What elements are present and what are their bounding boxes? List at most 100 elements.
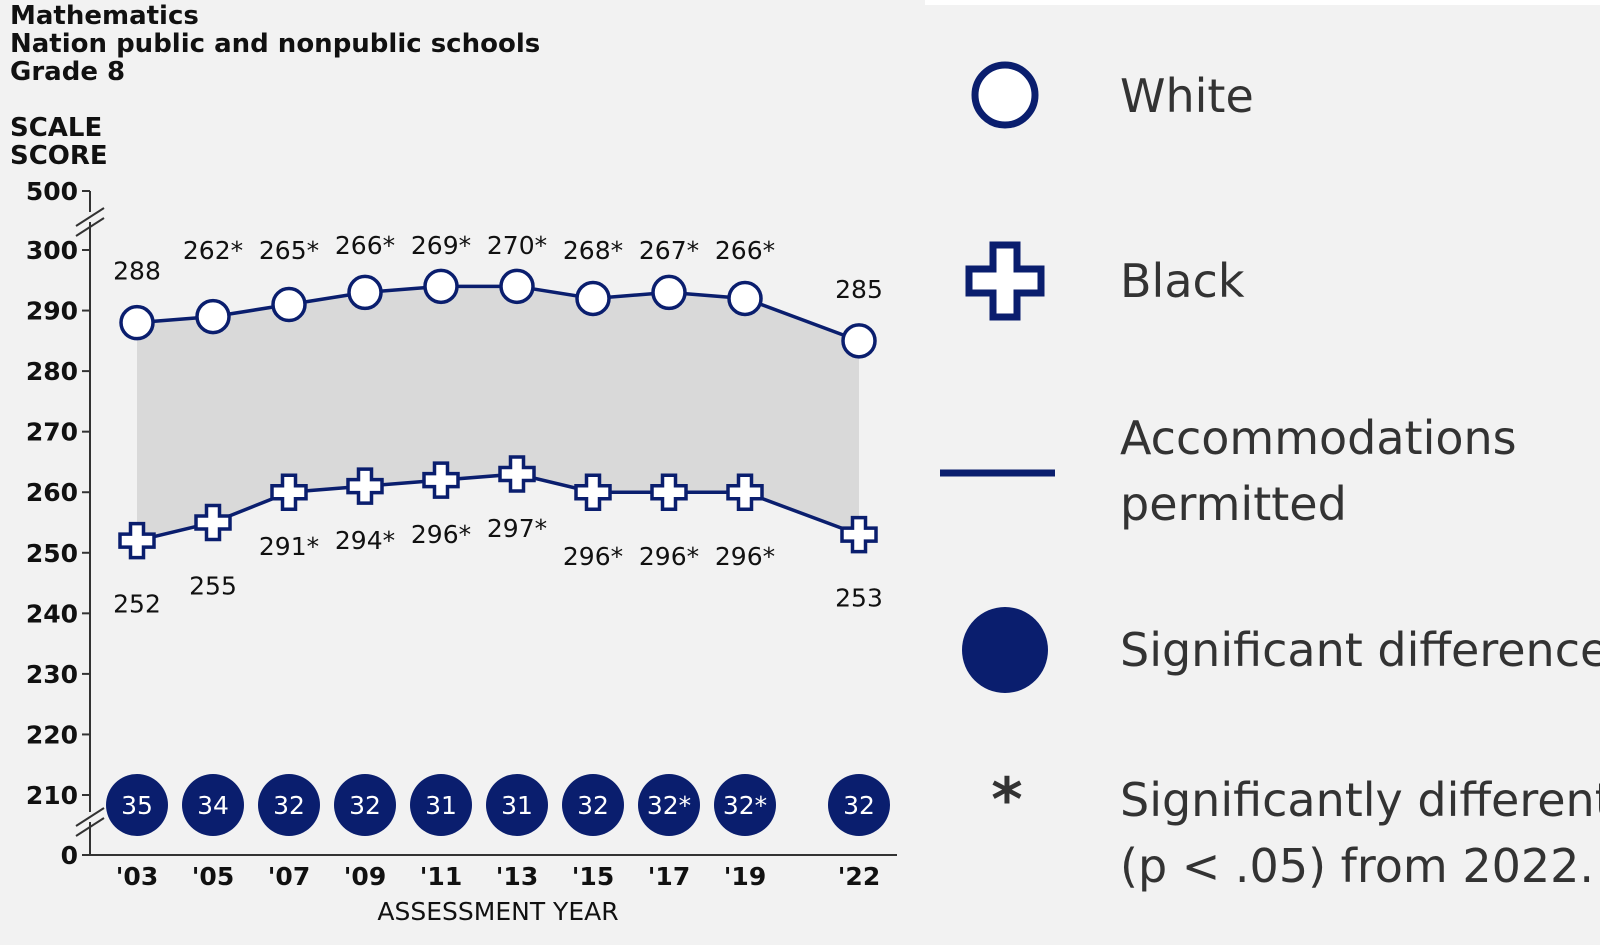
black-data-label: 252	[113, 590, 161, 619]
black-point-marker	[650, 473, 688, 511]
gap-bubble-label: 32	[349, 791, 381, 820]
y-axis-break-mark	[75, 807, 105, 827]
gap-bubble-label: 32*	[723, 791, 767, 820]
black-data-label: 296*	[639, 542, 699, 571]
gap-bubble	[486, 774, 548, 836]
black-point-marker	[270, 473, 308, 511]
y-tick-label: 240	[26, 599, 78, 628]
white-point-marker	[423, 268, 459, 305]
legend-label-significantly-different-line-1: Significantly different	[1120, 773, 1600, 827]
black-data-label: 255	[189, 572, 237, 601]
legend-label-black: Black	[1120, 254, 1245, 308]
white-point-marker	[575, 280, 611, 317]
black-data-label: 253	[835, 584, 883, 613]
black-data-label: 296*	[411, 520, 471, 549]
black-point-marker	[574, 473, 612, 511]
black-point-marker	[726, 473, 764, 511]
white-data-label: 268*	[563, 236, 623, 265]
y-axis-label-line-1: SCALE	[10, 113, 102, 143]
white-data-label: 265*	[259, 236, 319, 265]
chart-title-line-2: Nation public and nonpublic schools	[10, 29, 540, 59]
x-tick-label: '15	[572, 862, 614, 891]
gap-bubble-label: 32	[273, 791, 305, 820]
y-axis-break-mark	[75, 817, 105, 837]
series-line-white	[136, 284, 860, 343]
gap-bubble-label: 35	[121, 791, 153, 820]
chart-title-line-1: Mathematics	[10, 1, 199, 31]
legend-label-significantly-different-line-2: (p < .05) from 2022.	[1120, 839, 1595, 893]
black-point-marker	[422, 461, 460, 499]
gap-bubble	[638, 774, 700, 836]
chart-panel: Mathematics Nation public and nonpublic …	[0, 0, 925, 945]
y-tick-label: 500	[26, 177, 78, 206]
black-data-label: 296*	[715, 542, 775, 571]
y-tick-label: 260	[26, 478, 78, 507]
black-data-label: 291*	[259, 532, 319, 561]
white-point-marker	[119, 304, 155, 341]
white-data-label: 285	[835, 275, 883, 304]
x-tick-label: '11	[420, 862, 462, 891]
gap-bubble	[562, 774, 624, 836]
gap-bubble	[258, 774, 320, 836]
gap-bubble-label: 34	[197, 791, 229, 820]
legend-label-accommodations-line-2: permitted	[1120, 477, 1347, 531]
line-icon	[940, 469, 1055, 477]
legend-item-black: Black	[955, 237, 1575, 327]
x-tick-label: '03	[116, 862, 158, 891]
white-data-label: 270*	[487, 231, 547, 260]
gap-bubble-label: 32*	[647, 791, 691, 820]
x-tick-label: '07	[268, 862, 310, 891]
asterisk-icon: *	[991, 765, 1023, 835]
gap-bubble	[182, 774, 244, 836]
white-data-label: 266*	[715, 236, 775, 265]
x-tick-label: '13	[496, 862, 538, 891]
gap-bubble	[828, 774, 890, 836]
y-tick-label: 0	[61, 841, 78, 870]
y-tick-label: 280	[26, 357, 78, 386]
y-axis-label-line-2: SCORE	[10, 141, 108, 171]
gap-bubble	[106, 774, 168, 836]
white-point-marker	[499, 268, 535, 305]
y-tick-label: 250	[26, 539, 78, 568]
black-point-marker	[498, 455, 536, 493]
gap-bubble-label: 32	[843, 791, 875, 820]
gap-bubble	[714, 774, 776, 836]
legend-item-significantly-different: * Significantly different (p < .05) from…	[955, 765, 1600, 915]
open-circle-icon	[971, 61, 1039, 129]
white-data-label: 267*	[639, 236, 699, 265]
x-tick-label: '22	[838, 862, 880, 891]
y-tick-label: 270	[26, 418, 78, 447]
gap-bubble-label: 31	[501, 791, 533, 820]
white-data-label: 262*	[183, 236, 243, 265]
y-tick-label: 300	[26, 236, 78, 265]
gap-bubble-label: 32	[577, 791, 609, 820]
x-axis-label: ASSESSMENT YEAR	[377, 897, 618, 926]
gap-bubble-label: 31	[425, 791, 457, 820]
white-point-marker	[727, 280, 763, 317]
gap-bubble	[334, 774, 396, 836]
open-cross-icon	[965, 241, 1045, 321]
y-tick-label: 220	[26, 720, 78, 749]
white-data-label: 288	[113, 257, 161, 286]
white-point-marker	[651, 274, 687, 311]
y-tick-label: 290	[26, 297, 78, 326]
black-point-marker	[840, 515, 878, 554]
y-axis-break-mark	[75, 217, 105, 237]
x-tick-label: '09	[344, 862, 386, 891]
chart-title-line-3: Grade 8	[10, 57, 125, 87]
white-point-marker	[271, 286, 307, 323]
shaded-gap-area	[137, 286, 859, 541]
x-tick-label: '17	[648, 862, 690, 891]
legend-item-significant-difference: Significant difference	[955, 600, 1600, 700]
y-tick-label: 210	[26, 781, 78, 810]
legend-item-accommodations: Accommodations permitted	[925, 405, 1575, 545]
x-tick-label: '05	[192, 862, 234, 891]
legend-label-significant-difference: Significant difference	[1120, 623, 1600, 677]
x-tick-label: '19	[724, 862, 766, 891]
legend-panel: White Black Accommodations permitted Sig…	[925, 5, 1600, 945]
black-data-label: 294*	[335, 526, 395, 555]
legend-label-accommodations-line-1: Accommodations	[1120, 411, 1517, 465]
legend-item-white: White	[955, 55, 1575, 135]
black-point-marker	[194, 503, 232, 542]
legend-label-white: White	[1120, 69, 1254, 123]
